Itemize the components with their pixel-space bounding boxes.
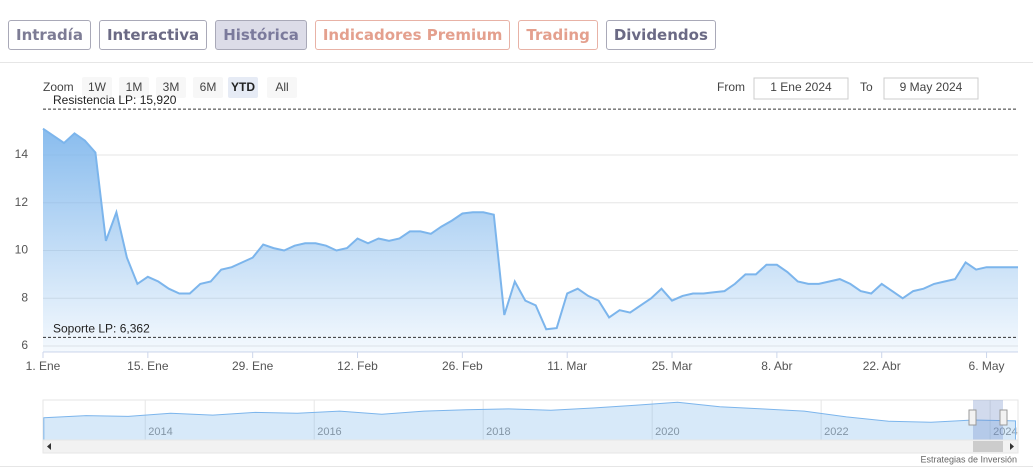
y-tick-label: 10 xyxy=(15,243,29,257)
navigator-tick-label: 2014 xyxy=(148,426,172,438)
level-label: Resistencia LP: 15,920 xyxy=(53,93,177,107)
zoom-button[interactable] xyxy=(156,77,186,98)
scrollbar-thumb[interactable] xyxy=(973,441,1003,452)
tab[interactable]: Trading xyxy=(518,20,598,50)
navigator-handle[interactable] xyxy=(968,409,977,426)
tab-bar: Intradía Interactiva Histórica Indicadores … xyxy=(8,20,716,50)
level-label: Soporte LP: 6,362 xyxy=(53,322,150,336)
x-tick-label: 26. Feb xyxy=(442,359,483,373)
zoom-label: Zoom xyxy=(43,80,74,94)
zoom-button-label: All xyxy=(275,80,288,94)
navigator-tick-label: 2016 xyxy=(317,426,341,438)
navigator-tick-label: 2018 xyxy=(486,426,510,438)
tab[interactable]: Histórica xyxy=(215,20,307,50)
x-tick-label: 15. Ene xyxy=(127,359,169,373)
navigator-handle[interactable] xyxy=(999,409,1008,426)
x-tick-label: 11. Mar xyxy=(547,359,587,373)
zoom-button-label: 6M xyxy=(200,80,217,94)
scrollbar-track xyxy=(42,439,1019,454)
x-tick-label: 29. Ene xyxy=(232,359,274,373)
zoom-button-label: 1W xyxy=(88,80,107,94)
x-tick-label: 22. Abr xyxy=(863,359,901,373)
divider xyxy=(0,62,1033,63)
y-tick-label: 14 xyxy=(15,147,29,161)
from-value: 1 Ene 2024 xyxy=(770,80,832,94)
zoom-button-label: 3M xyxy=(163,80,180,94)
zoom-button[interactable] xyxy=(193,77,223,98)
scrollbar-arrow[interactable] xyxy=(1010,443,1014,450)
from-input[interactable] xyxy=(753,77,849,100)
navigator-mask xyxy=(973,400,1003,440)
to-input[interactable] xyxy=(883,77,979,100)
zoom-button-label: YTD xyxy=(231,80,255,94)
zoom-button[interactable] xyxy=(82,77,112,98)
navigator-frame xyxy=(42,399,1019,441)
y-tick-label: 8 xyxy=(21,290,28,304)
zoom-button-label: 1M xyxy=(126,80,143,94)
y-tick-label: 12 xyxy=(15,195,29,209)
zoom-button[interactable] xyxy=(267,77,297,98)
divider xyxy=(0,466,1033,467)
navigator-tick-label: 2022 xyxy=(824,426,848,438)
x-tick-label: 12. Feb xyxy=(337,359,378,373)
zoom-button[interactable] xyxy=(119,77,149,98)
tab[interactable]: Indicadores Premium xyxy=(314,20,511,50)
to-label: To xyxy=(860,80,873,94)
x-tick-label: 1. Ene xyxy=(26,359,61,373)
y-tick-label: 6 xyxy=(21,338,28,352)
credit: Estrategias de Inversión xyxy=(920,454,1017,464)
scrollbar-arrow[interactable] xyxy=(47,443,51,450)
x-tick-label: 25. Mar xyxy=(652,359,693,373)
tab[interactable]: Intradía xyxy=(8,20,91,50)
zoom-button[interactable] xyxy=(228,77,258,98)
to-value: 9 May 2024 xyxy=(900,80,963,94)
x-tick-label: 6. May xyxy=(969,359,1005,373)
from-label: From xyxy=(717,80,745,94)
navigator-tick-label: 2020 xyxy=(655,426,679,438)
x-tick-label: 8. Abr xyxy=(761,359,792,373)
navigator-tick-label: 2024 xyxy=(993,426,1017,438)
tab[interactable]: Dividendos xyxy=(605,20,716,50)
tab[interactable]: Interactiva xyxy=(98,20,208,50)
area-line xyxy=(42,127,1018,331)
navigator-area xyxy=(43,401,1017,441)
area-fill xyxy=(43,128,1018,352)
